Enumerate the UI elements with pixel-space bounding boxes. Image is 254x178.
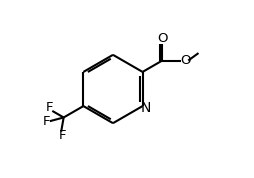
Text: N: N [140, 101, 151, 115]
Text: F: F [46, 101, 53, 114]
Text: O: O [157, 32, 168, 45]
Text: F: F [58, 129, 66, 142]
Text: F: F [43, 115, 50, 128]
Text: O: O [180, 54, 191, 67]
